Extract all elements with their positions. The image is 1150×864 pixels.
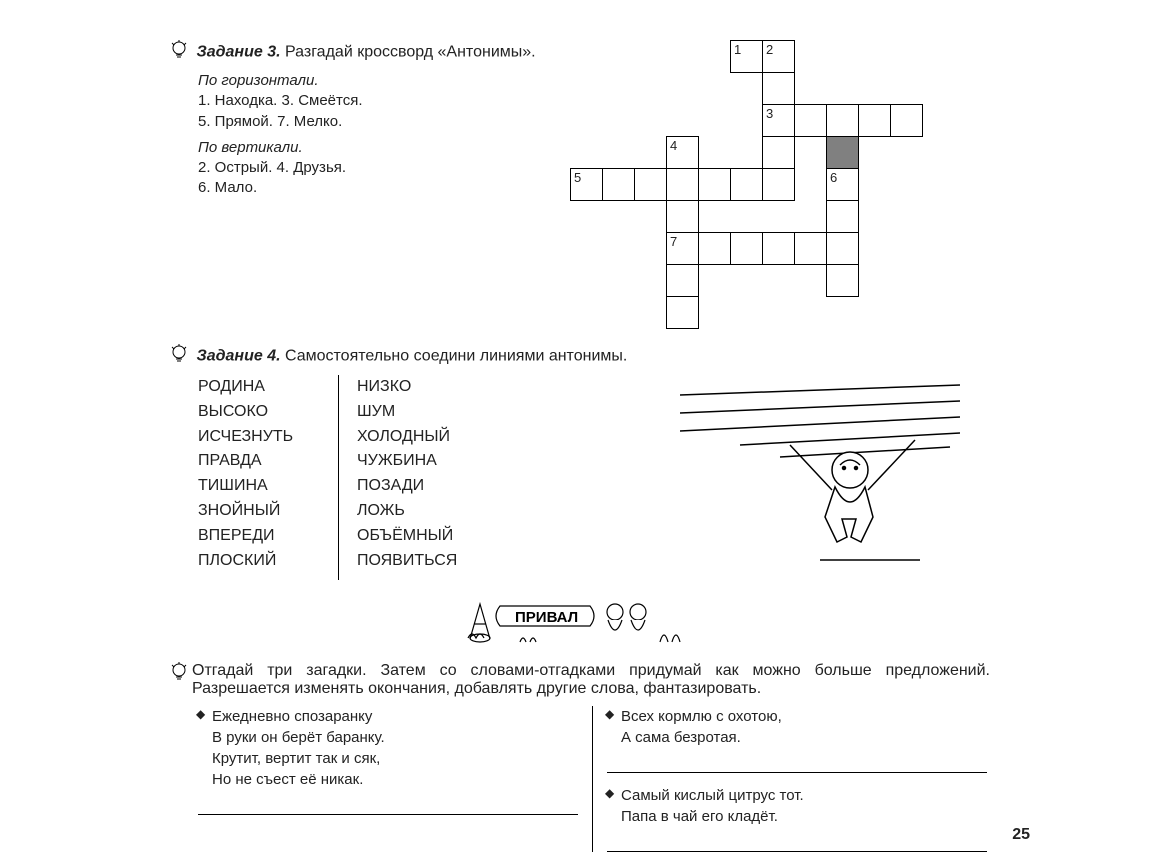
riddle-1-text: Ежедневно спозаранку В руки он берёт бар… — [212, 706, 578, 790]
crossword-cell[interactable] — [763, 73, 795, 105]
task3-label: Задание 3. — [196, 44, 280, 61]
page-number: 25 — [1012, 826, 1030, 844]
crossword-cell[interactable] — [699, 233, 731, 265]
crossword-cell[interactable]: 3 — [763, 105, 795, 137]
antonym-left-item[interactable]: ИСЧЕЗНУТЬ — [198, 425, 338, 450]
antonym-left-item[interactable]: ТИШИНА — [198, 474, 338, 499]
antonym-left-item[interactable]: РОДИНА — [198, 375, 338, 400]
riddle-2-text: Всех кормлю с охотою, А сама безротая. — [621, 706, 987, 748]
bulb-icon — [170, 40, 188, 65]
crossword-cell[interactable]: 7 — [667, 233, 699, 265]
antonym-left-item[interactable]: ПЛОСКИЙ — [198, 549, 338, 574]
task4-title: Самостоятельно соедини линиями антонимы. — [285, 348, 627, 365]
crossword-grid[interactable]: 12 3 4 5 6 7 — [570, 40, 923, 329]
crossword-cell[interactable]: 1 — [731, 41, 763, 73]
answer-line[interactable] — [198, 800, 578, 815]
task4-label: Задание 4. — [196, 348, 280, 365]
crossword-cell[interactable] — [763, 169, 795, 201]
crossword-cell[interactable] — [827, 105, 859, 137]
crossword-cell[interactable] — [795, 105, 827, 137]
crossword-cell[interactable]: 5 — [571, 169, 603, 201]
crossword-cell[interactable]: 6 — [827, 169, 859, 201]
answer-line[interactable] — [607, 837, 987, 852]
riddle-1: Ежедневно спозаранку В руки он берёт бар… — [198, 706, 578, 790]
task5-intro: Отгадай три загадки. Затем со словами-от… — [192, 662, 990, 698]
answer-line[interactable] — [607, 758, 987, 773]
antonym-right-item[interactable]: ШУМ — [357, 400, 517, 425]
crossword-cell[interactable] — [763, 233, 795, 265]
antonym-left-item[interactable]: ВПЕРЕДИ — [198, 524, 338, 549]
task3-title: Разгадай кроссворд «Антонимы». — [285, 44, 536, 61]
antonym-right-item[interactable]: ХОЛОДНЫЙ — [357, 425, 517, 450]
task5-header: Отгадай три загадки. Затем со словами-от… — [170, 662, 990, 698]
antonym-right-item[interactable]: ОБЪЁМНЫЙ — [357, 524, 517, 549]
crossword-cell[interactable] — [827, 201, 859, 233]
antonym-right-item[interactable]: ПОЗАДИ — [357, 474, 517, 499]
antonym-right-item[interactable]: ПОЯВИТЬСЯ — [357, 549, 517, 574]
crossword-cell[interactable] — [667, 201, 699, 233]
crossword-cell[interactable] — [827, 265, 859, 297]
crossword-cell[interactable] — [731, 233, 763, 265]
riddle-divider — [592, 706, 593, 852]
bulb-icon — [170, 662, 188, 698]
riddle-3-text: Самый кислый цитрус тот. Папа в чай его … — [621, 785, 987, 827]
svg-text:ПРИВАЛ: ПРИВАЛ — [515, 609, 578, 626]
crossword-cell[interactable] — [763, 137, 795, 169]
crossword-cell[interactable] — [795, 233, 827, 265]
crossword-cell[interactable]: 2 — [763, 41, 795, 73]
crossword-cell[interactable] — [667, 297, 699, 329]
crossword-cell[interactable] — [667, 265, 699, 297]
task4-header: Задание 4. Самостоятельно соедини линиям… — [170, 344, 990, 369]
riddle-3: Самый кислый цитрус тот. Папа в чай его … — [607, 785, 987, 827]
antonym-left-item[interactable]: ПРАВДА — [198, 449, 338, 474]
crossword-cell[interactable] — [603, 169, 635, 201]
antonym-right-item[interactable]: НИЗКО — [357, 375, 517, 400]
antonym-right-item[interactable]: ЧУЖБИНА — [357, 449, 517, 474]
antonym-left-item[interactable]: ВЫСОКО — [198, 400, 338, 425]
crossword-cell[interactable] — [699, 169, 731, 201]
antonym-right-item[interactable]: ЛОЖЬ — [357, 499, 517, 524]
crossword-cell[interactable] — [635, 169, 667, 201]
crossword-cell[interactable]: 4 — [667, 137, 699, 169]
crossword-cell[interactable] — [859, 105, 891, 137]
prival-banner: ПРИВАЛ — [170, 594, 990, 654]
riddle-2: Всех кормлю с охотою, А сама безротая. — [607, 706, 987, 748]
crossword-cell[interactable] — [667, 169, 699, 201]
antonym-left-item[interactable]: ЗНОЙНЫЙ — [198, 499, 338, 524]
crossword-cell[interactable] — [731, 169, 763, 201]
bulb-icon — [170, 344, 188, 369]
column-divider — [338, 375, 339, 580]
boy-ceiling-illustration — [680, 375, 960, 565]
crossword-cell[interactable] — [827, 233, 859, 265]
crossword-cell[interactable] — [891, 105, 923, 137]
